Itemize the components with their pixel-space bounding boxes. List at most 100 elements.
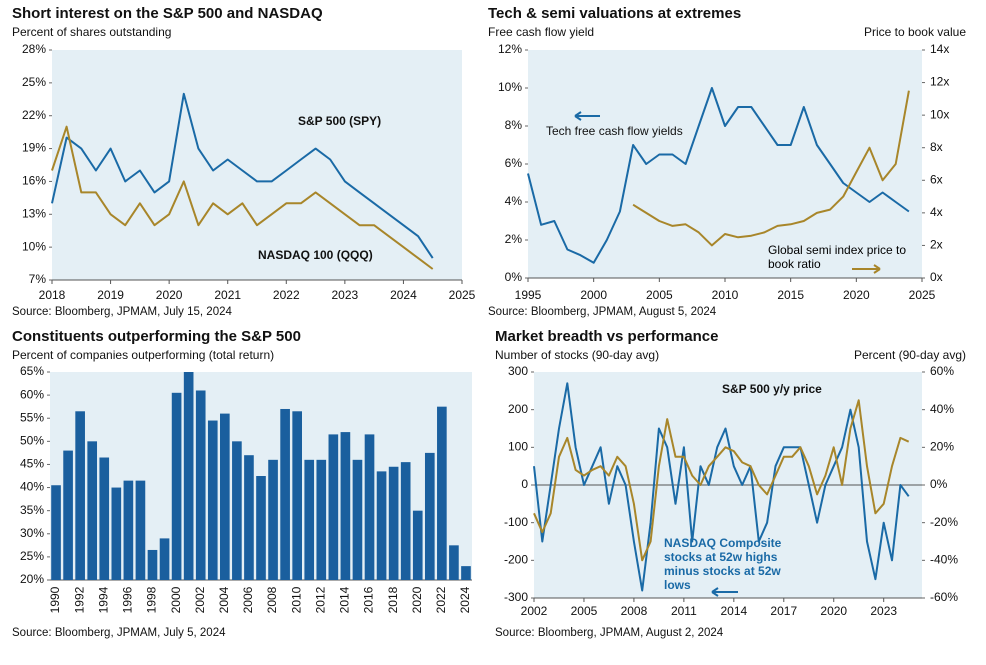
bar	[316, 459, 327, 580]
plot-area	[52, 50, 462, 280]
source: Source: Bloomberg, JPMAM, July 5, 2024	[12, 627, 226, 639]
x-tick-label: 2000	[169, 586, 183, 613]
y-tick-label: 6%	[505, 156, 523, 170]
x-tick-label: 2020	[820, 604, 847, 618]
chart-title: Constituents outperforming the S&P 500	[12, 328, 301, 345]
bar	[147, 549, 158, 580]
x-tick-label: 2015	[777, 288, 804, 302]
bar	[123, 480, 134, 580]
y-tick-label: 10%	[22, 239, 46, 253]
bar	[111, 487, 122, 580]
x-tick-label: 2022	[434, 586, 448, 613]
x-tick-label: 2012	[313, 586, 327, 613]
bar	[461, 566, 471, 580]
y-tick-label: 16%	[22, 174, 46, 188]
bar	[75, 411, 85, 580]
y-tick-label: 13%	[22, 206, 46, 220]
bar	[87, 441, 98, 580]
y-tick-label: 60%	[20, 387, 44, 401]
plot-area	[528, 50, 922, 278]
bar	[244, 455, 254, 580]
y-tick-label: 4%	[505, 194, 523, 208]
bar	[412, 510, 423, 580]
y2-tick-label: 6x	[930, 172, 943, 186]
y-tick-label: 12%	[498, 42, 522, 56]
x-tick-label: 2024	[390, 288, 417, 302]
series-label: NASDAQ 100 (QQQ)	[258, 248, 373, 262]
y-tick-label: 20%	[20, 572, 44, 586]
y2-tick-label: 4x	[930, 205, 943, 219]
x-tick-label: 2004	[217, 586, 231, 613]
x-tick-label: 2010	[289, 586, 303, 613]
source: Source: Bloomberg, JPMAM, August 2, 2024	[495, 627, 724, 639]
y2-tick-label: -20%	[930, 515, 958, 529]
x-tick-label: 2008	[621, 604, 648, 618]
series-line	[533, 399, 910, 562]
y-axis-label: Free cash flow yield	[488, 25, 594, 39]
bar	[352, 459, 363, 580]
x-tick-label: 1995	[515, 288, 542, 302]
y2-axis-label: Percent (90-day avg)	[854, 348, 966, 362]
y2-axis-label: Price to book value	[864, 25, 966, 39]
source: Source: Bloomberg, JPMAM, August 5, 2024	[488, 306, 717, 318]
source: Source: Bloomberg, JPMAM, July 15, 2024	[12, 306, 232, 318]
y2-tick-label: 12x	[930, 75, 949, 89]
bar	[99, 457, 110, 580]
x-tick-label: 2006	[241, 586, 255, 613]
series-label: S&P 500 y/y price	[722, 382, 822, 396]
arrow	[852, 264, 881, 274]
y2-tick-label: 8x	[930, 140, 943, 154]
y-tick-label: 55%	[20, 410, 44, 424]
bar	[449, 545, 459, 580]
y2-tick-label: -40%	[930, 553, 958, 567]
chart-title: Short interest on the S&P 500 and NASDAQ	[12, 5, 323, 22]
chart-subtitle: Percent of companies outperforming (tota…	[12, 348, 274, 362]
bar	[195, 390, 206, 580]
series-label: NASDAQ Composite stocks at 52w highs min…	[664, 536, 782, 592]
x-tick-label: 1992	[72, 586, 86, 613]
x-tick-label: 2018	[39, 288, 66, 302]
bar	[207, 420, 218, 580]
chart-title: Market breadth vs performance	[495, 328, 718, 345]
y-tick-label: 45%	[20, 457, 44, 471]
y-tick-label: 25%	[20, 549, 44, 563]
y-tick-label: 19%	[22, 141, 46, 155]
x-tick-label: 1998	[145, 586, 159, 613]
x-tick-label: 2014	[338, 586, 352, 613]
bar	[232, 441, 242, 580]
x-tick-label: 2024	[458, 586, 472, 613]
x-tick-label: 2014	[720, 604, 747, 618]
series-line	[533, 382, 910, 592]
bar	[364, 434, 375, 580]
series-label: Tech free cash flow yields	[546, 124, 683, 138]
x-tick-label: 2021	[214, 288, 241, 302]
y2-tick-label: 40%	[930, 402, 954, 416]
y2-tick-label: 0%	[930, 477, 948, 491]
bar	[183, 372, 194, 580]
y2-tick-label: 20%	[930, 440, 954, 454]
x-tick-label: 2023	[870, 604, 897, 618]
y-axis-label: Number of stocks (90-day avg)	[495, 348, 659, 362]
series-label: S&P 500 (SPY)	[298, 114, 381, 128]
x-tick-label: 1996	[121, 586, 135, 613]
y-tick-label: 10%	[498, 80, 522, 94]
y-tick-label: 30%	[20, 526, 44, 540]
y-tick-label: 0%	[505, 270, 523, 284]
arrow	[574, 111, 600, 121]
bar	[171, 392, 182, 580]
bar	[135, 480, 146, 580]
series-line	[51, 92, 434, 259]
x-tick-label: 2023	[332, 288, 359, 302]
y-tick-label: 8%	[505, 118, 523, 132]
y2-tick-label: 10x	[930, 107, 949, 121]
series-line	[527, 87, 910, 264]
bar	[220, 413, 230, 580]
series-label-box: NASDAQ Composite stocks at 52w highs min…	[664, 536, 782, 592]
y-tick-label: 100	[508, 440, 528, 454]
bar	[424, 452, 435, 580]
x-tick-label: 2002	[521, 604, 548, 618]
bar	[280, 408, 290, 580]
y-tick-label: 25%	[22, 75, 46, 89]
bar	[328, 434, 339, 580]
